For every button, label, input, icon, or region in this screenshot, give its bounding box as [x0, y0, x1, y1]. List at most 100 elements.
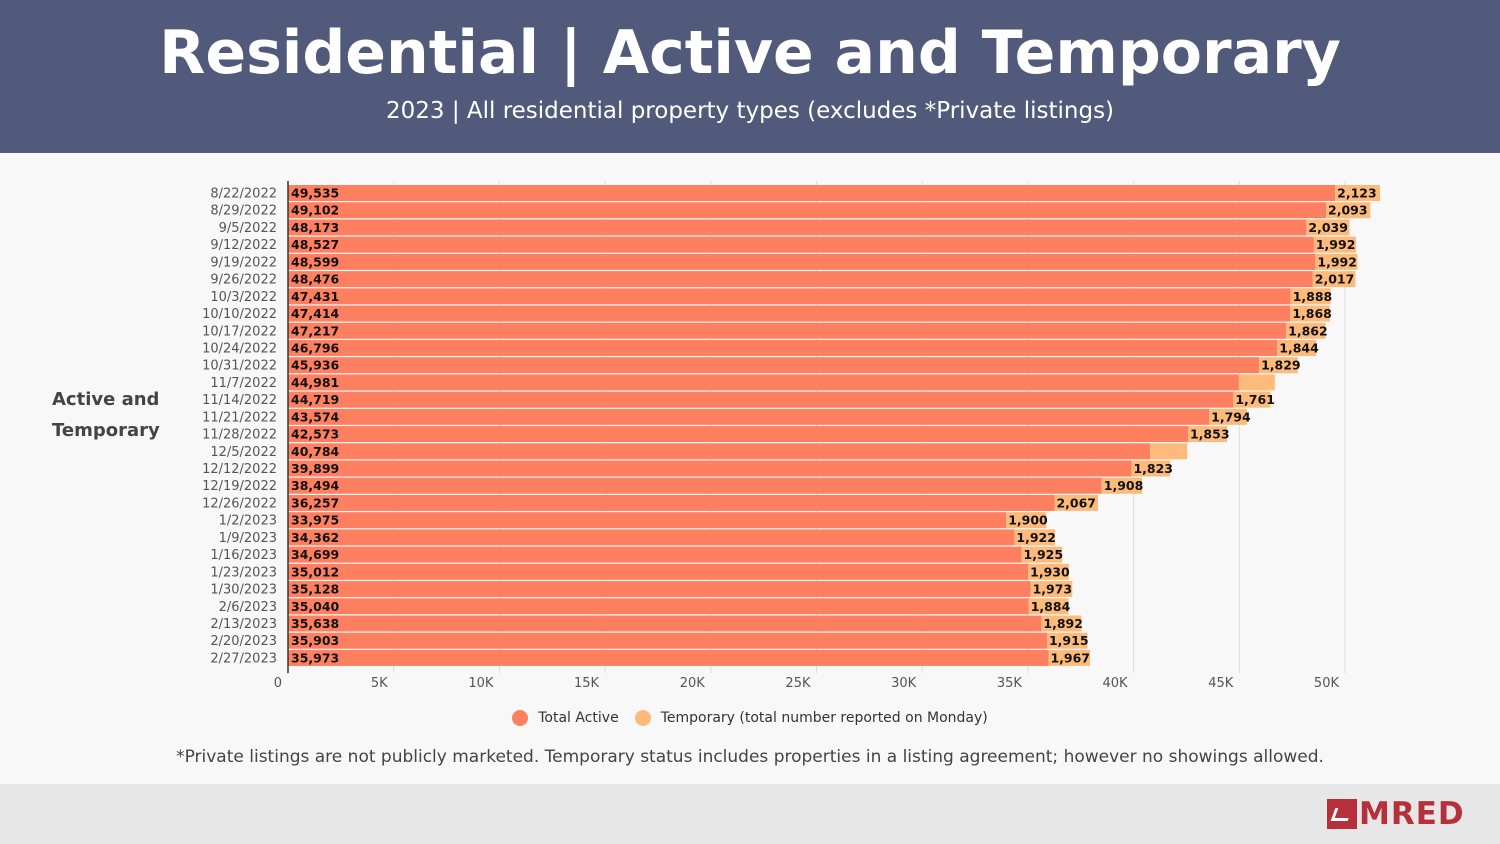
data-label-total-active: 47,414 [291, 306, 340, 321]
bar-temporary [1209, 408, 1248, 425]
bar-temporary [1131, 460, 1171, 477]
data-label-temporary: 1,967 [1050, 650, 1090, 665]
data-label-total-active: 34,362 [291, 530, 339, 545]
bar-temporary [1326, 202, 1371, 219]
bar-total-active [288, 460, 1132, 477]
bar-total-active [288, 391, 1234, 408]
x-tick-label: 5K [371, 676, 388, 691]
category-label: 1/16/2023 [210, 548, 277, 563]
data-label-temporary: 2,017 [1315, 272, 1355, 287]
data-label-temporary: 1,884 [1031, 599, 1071, 614]
stacked-bar-chart: 0 5K 10K 15K 20K 25K 30K 35K 40K 45K 50K 8/22/2022 4… [202, 181, 1381, 691]
x-tick-label: 40K [1103, 676, 1129, 691]
bar-temporary [1312, 271, 1356, 288]
category-label: 12/5/2022 [210, 445, 277, 460]
data-label-temporary: 1,915 [1049, 633, 1089, 648]
chart-side-label: Active and Temporary [52, 389, 160, 441]
data-label-temporary: 1,868 [1292, 306, 1332, 321]
category-label: 9/26/2022 [210, 273, 277, 288]
bar-temporary [1150, 443, 1188, 460]
legend-item-temporary: Temporary (total number reported on Mond… [634, 710, 988, 726]
x-tick-label: 15K [574, 676, 600, 691]
category-label: 10/24/2022 [202, 341, 277, 356]
data-label-temporary: 1,922 [1016, 530, 1056, 545]
bar-total-active [288, 219, 1307, 236]
data-label-temporary: 2,123 [1337, 186, 1377, 201]
bar-total-active [288, 271, 1313, 288]
bar-total-active [288, 581, 1031, 598]
bar-total-active [288, 253, 1316, 270]
legend-label-temporary: Temporary (total number reported on Mond… [660, 710, 988, 726]
data-label-total-active: 47,217 [291, 323, 339, 338]
legend-item-total-active: Total Active [512, 710, 619, 726]
bar-temporary [1187, 426, 1228, 443]
data-label-temporary: 1,761 [1235, 392, 1275, 407]
category-label: 1/30/2023 [210, 583, 277, 598]
header-banner: Residential | Active and Temporary 2023 … [0, 0, 1500, 153]
bar-temporary [1238, 374, 1275, 391]
bar-total-active [288, 529, 1015, 546]
data-label-temporary: 1,794 [1211, 409, 1251, 424]
bar-temporary [1014, 529, 1056, 546]
bar-total-active [288, 305, 1291, 322]
bar-total-active [288, 288, 1291, 305]
data-label-temporary: 1,823 [1133, 461, 1173, 476]
data-label-total-active: 35,128 [291, 582, 339, 597]
data-label-total-active: 39,899 [291, 461, 339, 476]
bar-total-active [288, 494, 1055, 511]
mred-logo: MRED [1327, 796, 1465, 832]
data-label-temporary: 1,925 [1024, 547, 1064, 562]
bar-temporary [1101, 477, 1143, 494]
data-label-temporary: 1,853 [1190, 427, 1230, 442]
data-label-total-active: 33,975 [291, 513, 339, 528]
bar-total-active [288, 408, 1210, 425]
data-label-total-active: 38,494 [291, 478, 340, 493]
bar-temporary [1290, 288, 1331, 305]
bar-temporary [1006, 512, 1047, 529]
data-label-temporary: 1,973 [1033, 582, 1073, 597]
data-label-total-active: 49,102 [291, 203, 339, 218]
category-label: 9/19/2022 [210, 255, 277, 270]
category-label: 10/17/2022 [202, 324, 277, 339]
data-label-total-active: 42,573 [291, 427, 339, 442]
data-label-total-active: 48,476 [291, 272, 340, 287]
x-tick-label: 45K [1208, 676, 1234, 691]
legend-swatch-temporary [634, 710, 651, 726]
x-tick-label: 0 [274, 676, 282, 691]
bar-temporary [1054, 494, 1099, 511]
data-label-total-active: 43,574 [291, 409, 340, 424]
data-label-temporary: 1,888 [1293, 289, 1333, 304]
bar-total-active [288, 185, 1336, 201]
bar-total-active [288, 598, 1029, 615]
data-label-temporary: 2,067 [1056, 495, 1096, 510]
data-label-temporary: 1,908 [1104, 478, 1144, 493]
data-label-total-active: 46,796 [291, 340, 340, 355]
data-label-temporary: 2,039 [1308, 220, 1348, 235]
data-label-temporary: 1,862 [1288, 323, 1328, 338]
data-label-total-active: 48,527 [291, 237, 339, 252]
bar-total-active [288, 374, 1239, 391]
bar-temporary [1277, 339, 1317, 356]
data-label-total-active: 45,936 [291, 358, 340, 373]
bar-temporary [1048, 649, 1091, 666]
x-tick-label: 20K [680, 676, 706, 691]
bar-total-active [288, 477, 1102, 494]
data-label-temporary: 1,992 [1317, 254, 1357, 269]
data-label-total-active: 49,535 [291, 186, 339, 201]
category-label: 2/20/2023 [210, 634, 277, 649]
data-label-total-active: 48,599 [291, 254, 339, 269]
category-label: 2/13/2023 [210, 617, 277, 632]
category-label: 10/10/2022 [202, 307, 277, 322]
legend-label-total-active: Total Active [538, 710, 619, 726]
category-label: 12/12/2022 [202, 462, 277, 477]
bar-total-active [288, 322, 1287, 339]
category-label: 11/28/2022 [202, 428, 277, 443]
data-label-total-active: 35,638 [291, 616, 339, 631]
bar-temporary [1233, 391, 1271, 408]
bar-temporary [1315, 253, 1358, 270]
bar-temporary [1028, 598, 1069, 615]
x-tick-label: 30K [891, 676, 917, 691]
data-label-total-active: 36,257 [291, 495, 339, 510]
bar-total-active [288, 357, 1260, 374]
bar-total-active [288, 236, 1314, 253]
